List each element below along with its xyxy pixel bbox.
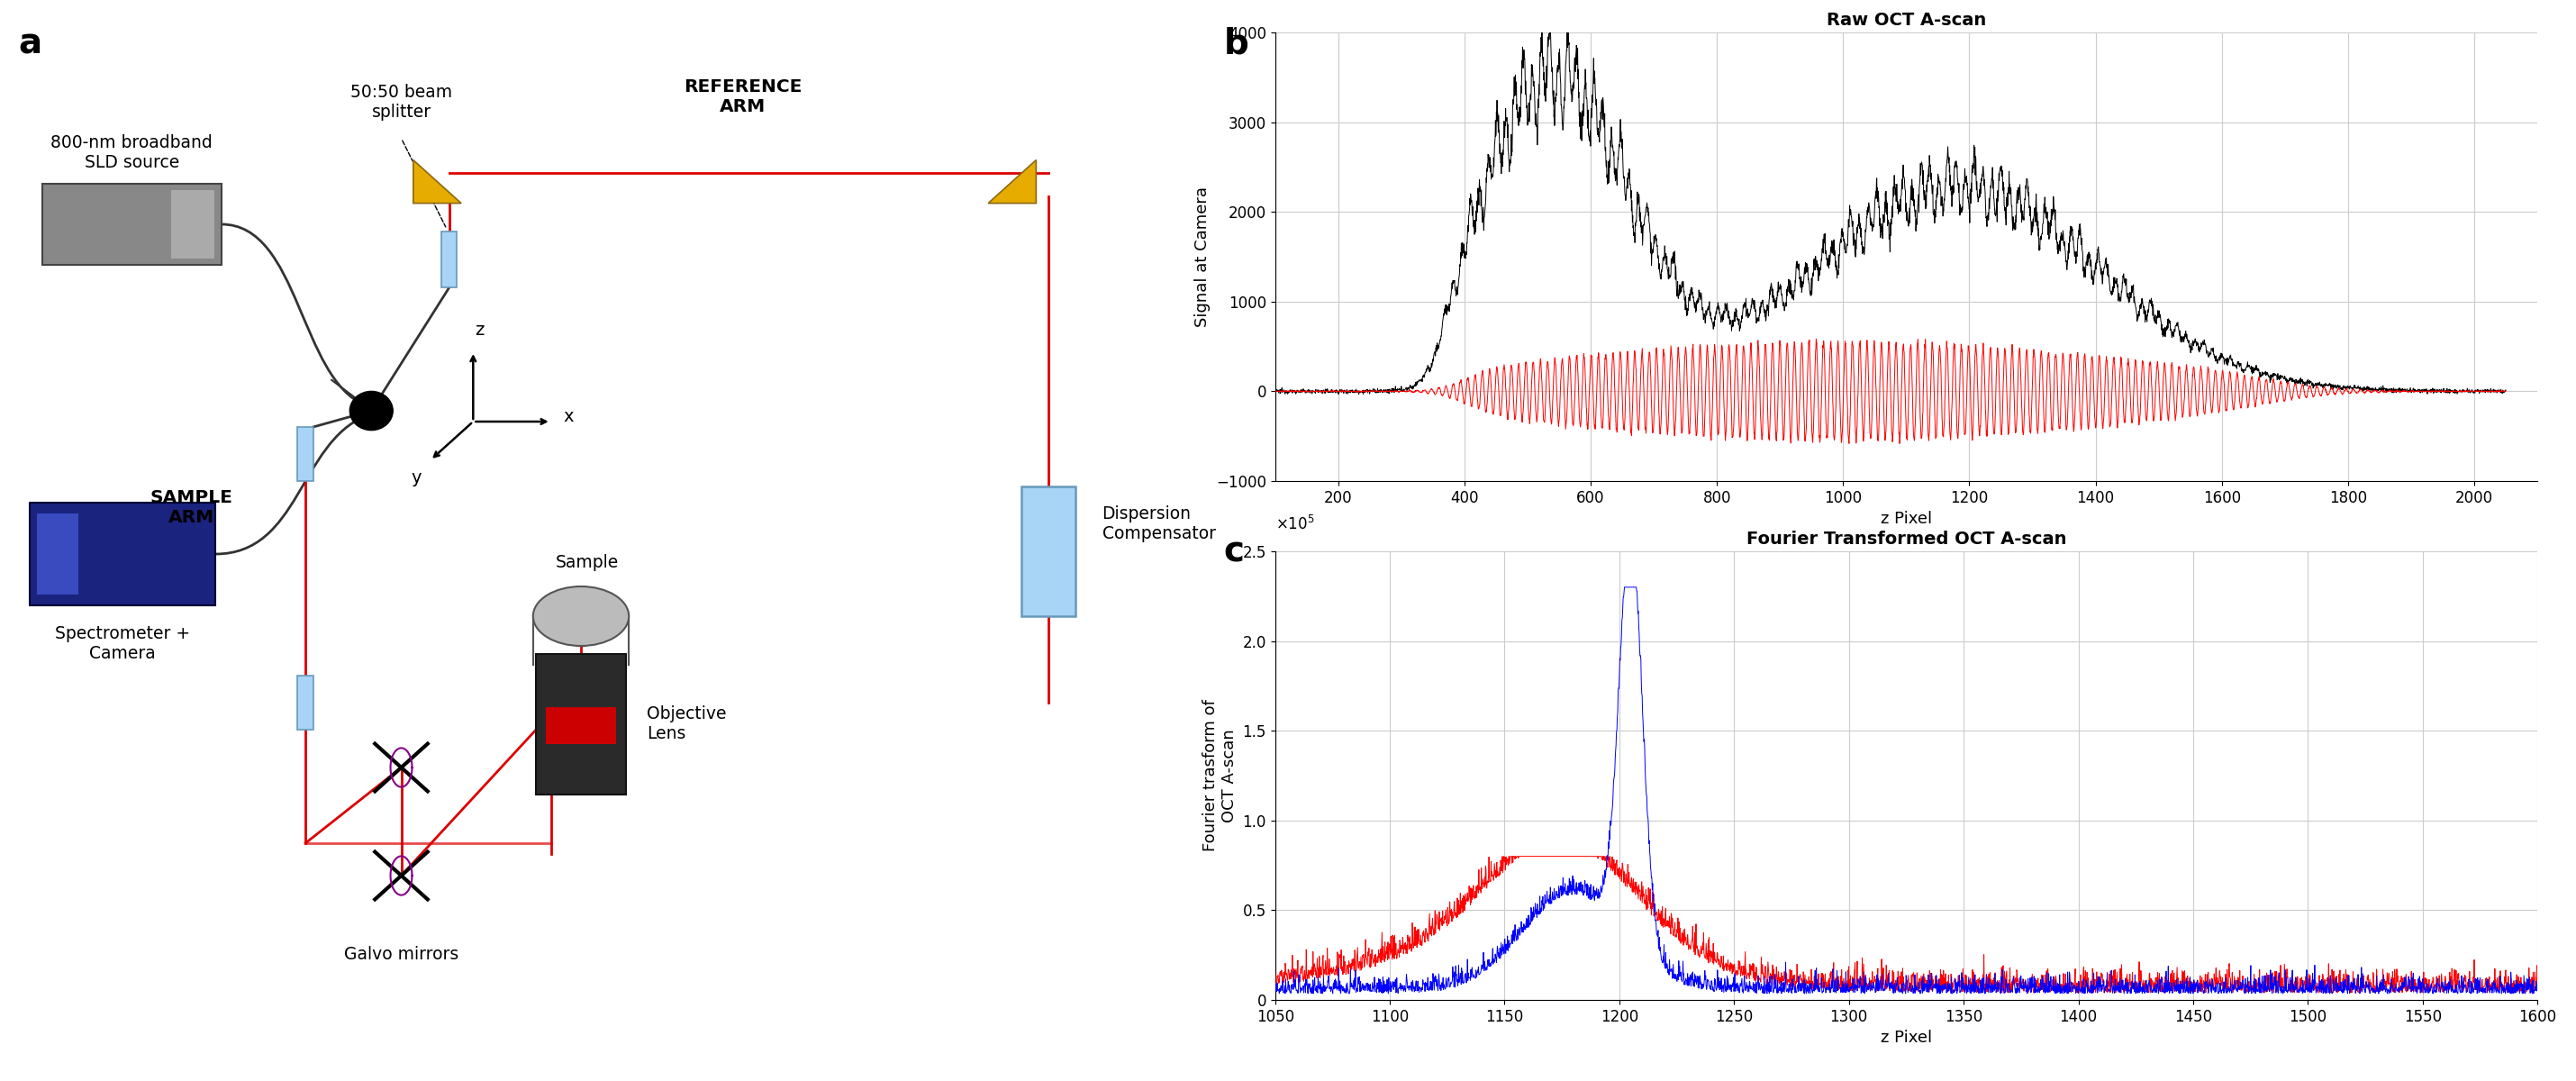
Text: $\times10^5$: $\times10^5$ xyxy=(1275,516,1314,533)
Circle shape xyxy=(350,391,394,430)
Polygon shape xyxy=(412,160,461,203)
Text: b: b xyxy=(1224,27,1249,62)
Bar xyxy=(536,654,626,795)
Text: Galvo mirrors: Galvo mirrors xyxy=(345,946,459,963)
Bar xyxy=(299,427,314,481)
Text: a: a xyxy=(18,27,41,62)
Text: Dispersion
Compensator: Dispersion Compensator xyxy=(1103,506,1216,543)
Text: c: c xyxy=(1224,535,1244,570)
X-axis label: z Pixel: z Pixel xyxy=(1880,1030,1932,1046)
Text: Spectrometer +
Camera: Spectrometer + Camera xyxy=(54,625,191,662)
Bar xyxy=(546,707,616,744)
Text: Objective
Lens: Objective Lens xyxy=(647,706,726,743)
Text: x: x xyxy=(564,408,574,425)
Text: Sample: Sample xyxy=(556,553,618,571)
Polygon shape xyxy=(989,160,1036,203)
Bar xyxy=(440,231,456,288)
Bar xyxy=(1020,486,1074,616)
Text: 50:50 beam
splitter: 50:50 beam splitter xyxy=(350,84,453,121)
Text: REFERENCE
ARM: REFERENCE ARM xyxy=(683,79,801,116)
Title: Fourier Transformed OCT A-scan: Fourier Transformed OCT A-scan xyxy=(1747,531,2066,547)
Y-axis label: Signal at Camera: Signal at Camera xyxy=(1195,186,1211,326)
Bar xyxy=(170,190,214,258)
Bar xyxy=(36,513,77,595)
Bar xyxy=(31,503,216,605)
Ellipse shape xyxy=(533,586,629,645)
Text: SAMPLE
ARM: SAMPLE ARM xyxy=(149,490,232,526)
X-axis label: z Pixel: z Pixel xyxy=(1880,511,1932,528)
Text: y: y xyxy=(410,469,420,486)
Bar xyxy=(299,676,314,730)
Y-axis label: Fourier trasform of
OCT A-scan: Fourier trasform of OCT A-scan xyxy=(1203,699,1236,852)
Text: 800-nm broadband
SLD source: 800-nm broadband SLD source xyxy=(52,134,214,171)
Text: z: z xyxy=(474,321,484,338)
Title: Raw OCT A-scan: Raw OCT A-scan xyxy=(1826,12,1986,28)
Bar xyxy=(41,184,222,265)
